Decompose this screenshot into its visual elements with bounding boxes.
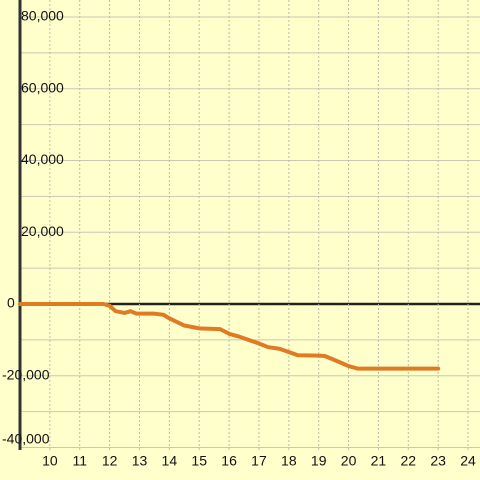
y-tick-label: -40,000: [2, 431, 50, 447]
y-tick-label: 80,000: [21, 8, 64, 24]
x-tick-label: 13: [132, 453, 148, 469]
x-tick-label: 24: [460, 453, 476, 469]
x-tick-label: 17: [251, 453, 267, 469]
x-tick-label: 21: [371, 453, 387, 469]
y-tick-label: 60,000: [21, 79, 64, 95]
x-tick-label: 16: [221, 453, 237, 469]
y-tick-label: 40,000: [21, 151, 64, 167]
data-line: [18, 302, 441, 371]
y-tick-label: 0: [7, 295, 15, 311]
x-tick-label: 22: [401, 453, 417, 469]
x-tick-label: 18: [281, 453, 297, 469]
y-tick-label: -20,000: [2, 366, 50, 382]
x-tick-label: 19: [311, 453, 327, 469]
x-tick-label: 23: [430, 453, 446, 469]
x-tick-label: 12: [102, 453, 118, 469]
y-tick-label: 20,000: [21, 223, 64, 239]
x-tick-label: 10: [42, 453, 58, 469]
x-tick-label: 11: [72, 453, 87, 469]
x-tick-label: 20: [341, 453, 357, 469]
x-tick-label: 15: [191, 453, 207, 469]
x-tick-label: 14: [162, 453, 178, 469]
